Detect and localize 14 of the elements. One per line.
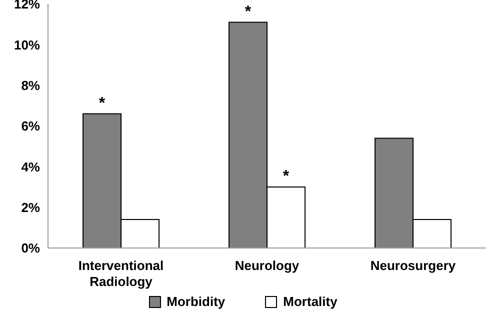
y-tick-label: 10% (14, 37, 40, 52)
x-tick-label: Neurology (234, 258, 300, 273)
annotation: * (244, 3, 252, 20)
y-tick-label: 4% (21, 159, 40, 174)
annotation: * (282, 168, 290, 185)
y-tick-label: 2% (21, 200, 40, 215)
x-tick-label: Interventional Radiology (78, 258, 164, 289)
y-tick-label: 8% (21, 78, 40, 93)
y-tick-label: 6% (21, 118, 40, 134)
legend-label: Morbidity (166, 294, 226, 309)
y-tick-label: 0% (21, 240, 40, 256)
annotation: * (98, 94, 106, 112)
legend-label: Mortality (282, 294, 338, 309)
x-tick-label: Neurosurgery (370, 258, 456, 273)
